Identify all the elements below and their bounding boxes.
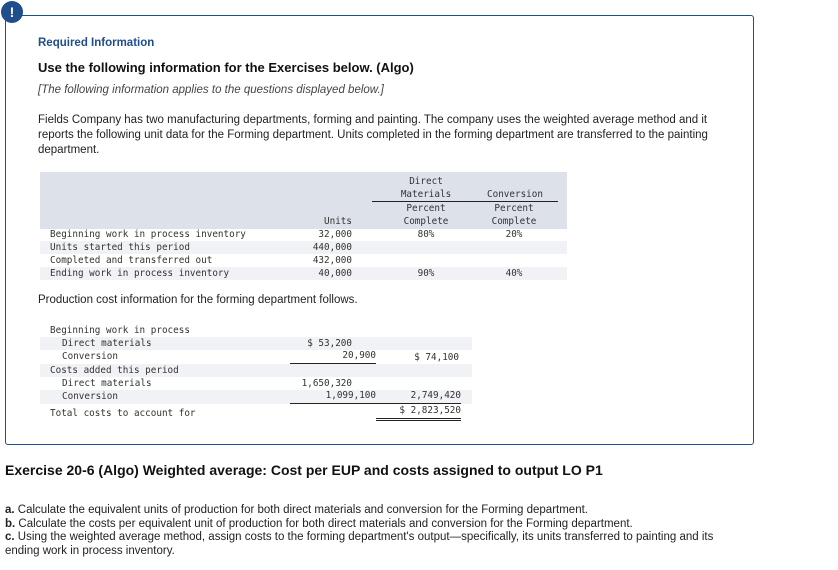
row-label: Direct materials bbox=[62, 338, 152, 349]
conversion-header: Conversion bbox=[487, 189, 543, 200]
dm-header: Direct bbox=[409, 176, 443, 187]
units-value: 432,000 bbox=[312, 255, 352, 266]
question-a: a. Calculate the equivalent units of pro… bbox=[5, 504, 805, 518]
required-info-panel bbox=[5, 15, 754, 445]
question-letter: b. bbox=[5, 517, 16, 530]
row-label: Beginning work in process inventory bbox=[50, 229, 246, 240]
table-row: Conversion 20,900 $ 74,100 bbox=[40, 350, 472, 364]
cost-intro: Production cost information for the form… bbox=[38, 294, 358, 306]
required-info-label: Required Information bbox=[38, 37, 155, 49]
cv-percent: 40% bbox=[505, 268, 523, 279]
cost-value: 1,099,100 bbox=[290, 390, 376, 404]
units-value: 40,000 bbox=[318, 268, 352, 279]
row-label: Direct materials bbox=[62, 378, 152, 389]
cost-value: $ 53,200 bbox=[307, 338, 352, 349]
table-row: Completed and transferred out 432,000 bbox=[40, 254, 567, 267]
question-text: Calculate the costs per equivalent unit … bbox=[15, 517, 633, 530]
question-text: Using the weighted average method, assig… bbox=[5, 531, 714, 557]
row-label: Units started this period bbox=[50, 242, 190, 253]
question-text: Calculate the equivalent units of produc… bbox=[14, 504, 588, 516]
alert-icon: ! bbox=[1, 1, 23, 23]
row-label: Costs added this period bbox=[50, 365, 179, 376]
row-label: Completed and transferred out bbox=[50, 255, 213, 266]
instructions-note: [The following information applies to th… bbox=[38, 84, 384, 96]
cv-subheader: Complete bbox=[491, 216, 537, 227]
question-letter: a. bbox=[5, 504, 15, 516]
table-row: Direct materials $ 53,200 bbox=[40, 337, 472, 350]
question-c: c. Using the weighted average method, as… bbox=[5, 531, 750, 558]
dm-percent: 90% bbox=[417, 268, 435, 279]
exercise-questions: a. Calculate the equivalent units of pro… bbox=[5, 504, 805, 558]
units-table-header bbox=[40, 172, 567, 229]
dm-percent: 80% bbox=[417, 229, 435, 240]
table-row: Beginning work in process inventory 32,0… bbox=[40, 228, 567, 241]
dm-header: Materials bbox=[400, 189, 452, 200]
header-rule bbox=[372, 201, 558, 202]
cost-subtotal: $ 74,100 bbox=[414, 352, 459, 363]
table-row: Ending work in process inventory 40,000 … bbox=[40, 267, 567, 280]
cv-percent: 20% bbox=[505, 229, 523, 240]
table-row: Beginning work in process bbox=[40, 324, 472, 337]
cost-subtotal: 2,749,420 bbox=[376, 390, 461, 404]
instructions-heading: Use the following information for the Ex… bbox=[38, 60, 414, 75]
question-letter: c. bbox=[5, 531, 15, 543]
row-label: Conversion bbox=[62, 391, 118, 402]
question-b: b. Calculate the costs per equivalent un… bbox=[5, 518, 805, 532]
row-label: Beginning work in process bbox=[50, 325, 190, 336]
table-row: Direct materials 1,650,320 bbox=[40, 377, 472, 390]
total-costs: $ 2,823,520 bbox=[376, 405, 461, 421]
units-header: Units bbox=[324, 216, 352, 227]
cost-table: Beginning work in process Direct materia… bbox=[40, 324, 472, 422]
table-row: Costs added this period bbox=[40, 364, 472, 377]
units-table-body: Beginning work in process inventory 32,0… bbox=[40, 228, 567, 280]
units-value: 440,000 bbox=[312, 242, 352, 253]
dm-subheader: Complete bbox=[403, 216, 449, 227]
row-label: Ending work in process inventory bbox=[50, 268, 230, 279]
cost-value: 20,900 bbox=[290, 350, 376, 364]
row-label: Conversion bbox=[62, 351, 118, 362]
cost-value: 1,650,320 bbox=[301, 378, 352, 389]
table-row: Conversion 1,099,100 2,749,420 bbox=[40, 390, 472, 404]
row-label: Total costs to account for bbox=[50, 408, 196, 419]
units-value: 32,000 bbox=[318, 229, 352, 240]
cv-subheader: Percent bbox=[494, 203, 534, 214]
exercise-title: Exercise 20-6 (Algo) Weighted average: C… bbox=[5, 462, 603, 478]
problem-description: Fields Company has two manufacturing dep… bbox=[38, 114, 708, 156]
table-row: Total costs to account for $ 2,823,520 bbox=[40, 404, 472, 422]
table-row: Units started this period 440,000 bbox=[40, 241, 567, 254]
dm-subheader: Percent bbox=[406, 203, 446, 214]
